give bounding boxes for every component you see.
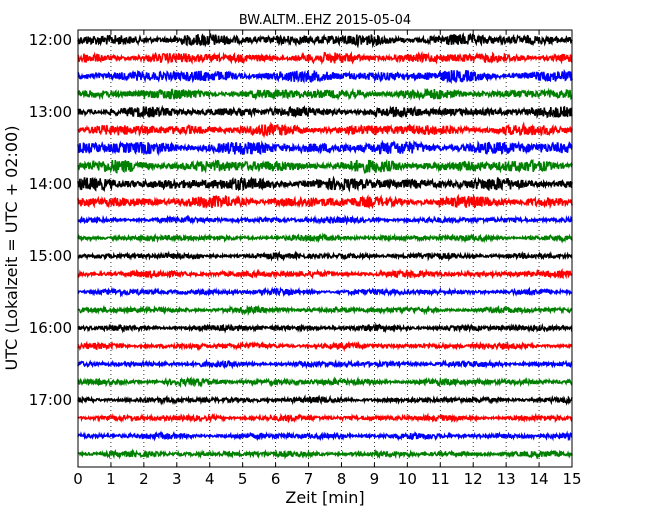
x-tick-label: 1 bbox=[106, 470, 116, 488]
y-tick-label: 15:00 bbox=[29, 247, 72, 265]
trace-1630 bbox=[77, 358, 573, 370]
grid bbox=[110, 30, 540, 467]
y-tick-label: 16:00 bbox=[29, 319, 72, 337]
x-tick-label: 10 bbox=[398, 470, 417, 488]
x-axis: 0 1 2 3 4 5 6 7 8 9 10 11 12 13 14 15 bbox=[73, 30, 582, 488]
x-tick-label: 6 bbox=[271, 470, 281, 488]
trace-1200 bbox=[77, 32, 573, 49]
trace-1615 bbox=[77, 340, 573, 353]
x-tick-label: 7 bbox=[304, 470, 314, 488]
trace-1230 bbox=[77, 68, 573, 85]
x-tick-label: 9 bbox=[370, 470, 380, 488]
traces bbox=[77, 32, 573, 460]
x-tick-label: 14 bbox=[530, 470, 549, 488]
x-axis-label: Zeit [min] bbox=[285, 488, 364, 507]
trace-1245 bbox=[77, 87, 573, 101]
trace-1515 bbox=[77, 267, 573, 280]
trace-1300 bbox=[77, 104, 573, 119]
x-tick-label: 15 bbox=[562, 470, 581, 488]
chart-title: BW.ALTM..EHZ 2015-05-04 bbox=[239, 13, 411, 28]
plot-frame bbox=[77, 29, 573, 468]
x-tick-label: 4 bbox=[205, 470, 215, 488]
trace-1600 bbox=[77, 322, 573, 334]
trace-1545 bbox=[77, 304, 573, 316]
x-tick-label: 11 bbox=[431, 470, 450, 488]
y-tick-label: 12:00 bbox=[29, 31, 72, 49]
trace-1700 bbox=[77, 394, 573, 406]
y-axis: 12:00 13:00 14:00 15:00 16:00 17:00 bbox=[29, 31, 572, 409]
trace-1500 bbox=[77, 250, 573, 262]
x-tick-label: 3 bbox=[172, 470, 182, 488]
trace-1715 bbox=[77, 412, 573, 424]
x-tick-label: 0 bbox=[73, 470, 83, 488]
x-tick-label: 8 bbox=[337, 470, 347, 488]
y-tick-label: 14:00 bbox=[29, 175, 72, 193]
y-axis-label: UTC (Lokalzeit = UTC + 02:00) bbox=[2, 126, 21, 371]
trace-1730 bbox=[77, 430, 573, 442]
x-tick-label: 5 bbox=[238, 470, 248, 488]
y-tick-label: 17:00 bbox=[29, 391, 72, 409]
trace-1645 bbox=[77, 376, 573, 389]
x-tick-label: 13 bbox=[497, 470, 516, 488]
trace-1430 bbox=[77, 214, 573, 226]
x-tick-label: 2 bbox=[139, 470, 149, 488]
trace-1400 bbox=[77, 175, 573, 193]
trace-1215 bbox=[77, 50, 573, 66]
trace-1415 bbox=[77, 193, 573, 210]
trace-1345 bbox=[77, 158, 573, 174]
trace-1745 bbox=[77, 448, 573, 460]
trace-1315 bbox=[77, 121, 573, 139]
x-tick-label: 12 bbox=[464, 470, 483, 488]
trace-1330 bbox=[77, 139, 573, 157]
trace-1530 bbox=[77, 286, 573, 298]
trace-1445 bbox=[77, 232, 573, 244]
y-tick-label: 13:00 bbox=[29, 103, 72, 121]
